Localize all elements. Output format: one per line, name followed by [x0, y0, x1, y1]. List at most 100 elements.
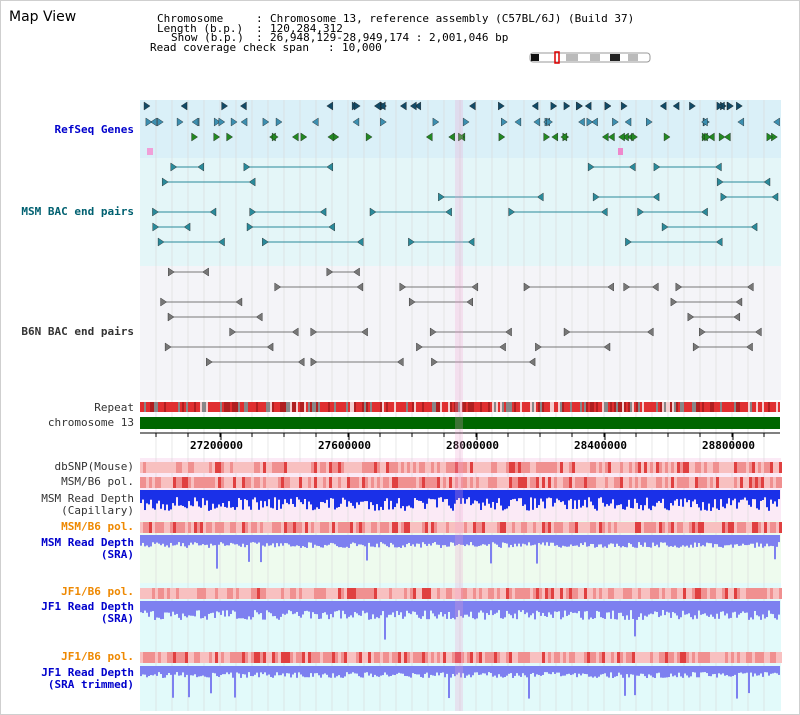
msm-bac-end: [637, 207, 644, 217]
jf1-trimmed-depth-bar: [258, 666, 260, 678]
msm-b6-pol-cell: [689, 477, 692, 488]
msm-capillary-depth-bar: [706, 490, 708, 511]
msm-capillary-depth-bar: [232, 490, 234, 508]
repeat-segment: [708, 402, 710, 412]
jf1-trimmed-depth-bar: [380, 666, 382, 676]
refseq-genes-label[interactable]: RefSeq Genes: [54, 123, 134, 136]
msm-b6-pol-sra-cell: [470, 522, 473, 533]
jf1-trimmed-depth-bar: [262, 666, 264, 675]
repeat-segment: [298, 402, 300, 412]
jf1-b6-pol-cell: [389, 588, 392, 599]
chromosome-13-bar[interactable]: [140, 417, 780, 429]
msm-b6-pol-sra-cell: [737, 522, 740, 533]
msm-b6-pol-cell: [656, 477, 659, 488]
jf1-sra-depth-bar: [506, 601, 508, 611]
msm-sra-depth-bar: [140, 535, 142, 546]
jf1-b6-pol-trimmed-cell: [470, 652, 473, 663]
repeat-segment: [276, 402, 278, 412]
repeat-track[interactable]: [140, 402, 780, 412]
repeat-segment: [542, 402, 544, 412]
jf1-sra-depth-bar: [708, 601, 710, 617]
msm-b6-pol-sra-cell: [188, 522, 191, 533]
jf1-b6-pol-trimmed-cell: [314, 652, 317, 663]
repeat-segment: [282, 402, 284, 412]
repeat-segment: [142, 402, 144, 412]
jf1-sra-depth-bar: [384, 601, 386, 640]
msm-b6-pol-cell: [725, 477, 728, 488]
msm-sra-depth-bar: [708, 535, 710, 544]
jf1-b6-pol-cell: [353, 588, 356, 599]
polymorphism-strips[interactable]: [140, 462, 782, 663]
jf1-trimmed-depth-bar: [616, 666, 618, 677]
jf1-trimmed-depth-bar: [382, 666, 384, 676]
jf1-b6-pol-trimmed-cell: [647, 652, 650, 663]
refseq-gene: [563, 101, 571, 111]
length-key: Length (b.p.): [157, 22, 244, 35]
dbsnp-cell: [440, 462, 443, 473]
msm-b6-pol-sra-cell: [617, 522, 620, 533]
jf1-trimmed-depth-bar: [272, 666, 274, 678]
msm-capillary-depth-bar: [582, 490, 584, 506]
dbsnp-cell: [536, 462, 539, 473]
jf1-sra-depth-bar: [280, 601, 282, 617]
jf1-b6-pol-cell: [545, 588, 548, 599]
repeat-segment: [696, 402, 698, 412]
msm-capillary-depth-bar: [192, 490, 194, 507]
repeat-segment: [254, 402, 256, 412]
msm-b6-pol-sra-cell: [620, 522, 623, 533]
b6n-bac-label[interactable]: B6N BAC end pairs: [21, 325, 134, 338]
repeat-segment: [774, 402, 776, 412]
jf1-b6-pol-trimmed-cell: [281, 652, 284, 663]
jf1-sra-depth-bar: [180, 601, 182, 620]
refseq-gene-marks[interactable]: [143, 101, 780, 155]
b6n-bac-end: [353, 267, 360, 277]
jf1-trimmed-depth-bar: [180, 666, 182, 676]
jf1-b6-pol-cell: [548, 588, 551, 599]
msm-b6-pol-sra-cell: [215, 522, 218, 533]
msm-bac-end-pair-marks[interactable]: [152, 162, 779, 247]
msm-b6-pol-sra-cell: [230, 522, 233, 533]
msm-sra-depth-bar: [596, 535, 598, 547]
msm-capillary-depth-bar: [352, 490, 354, 506]
refseq-gene: [191, 132, 198, 142]
read-depth-tracks[interactable]: [140, 490, 780, 699]
msm-sra-depth-bar: [338, 535, 340, 548]
jf1-b6-pol-cell: [626, 588, 629, 599]
jf1-b6-pol-trimmed-cell: [662, 652, 665, 663]
jf1-b6-pol-trimmed-cell: [752, 652, 755, 663]
jf1-trimmed-depth-bar: [292, 666, 294, 675]
jf1-trimmed-depth-bar: [402, 666, 404, 674]
b6n-bac-end: [206, 357, 213, 367]
jf1-sra-depth-bar: [516, 601, 518, 620]
repeat-segment: [766, 402, 768, 412]
jf1-trimmed-depth-bar: [144, 666, 146, 675]
msm-b6-pol-sra-cell: [209, 522, 212, 533]
msm-capillary-depth-bar: [604, 490, 606, 507]
jf1-sra-depth-bar: [222, 601, 224, 611]
jf1-sra-depth-bar: [160, 601, 162, 620]
msm-bac-label[interactable]: MSM BAC end pairs: [21, 205, 134, 218]
msm-capillary-depth-bar: [688, 490, 690, 500]
msm-b6-pol-cell: [731, 477, 734, 488]
dbsnp-cell: [320, 462, 323, 473]
msm-b6-pol-cell: [584, 477, 587, 488]
b6n-bac-end: [528, 357, 536, 367]
msm-capillary-depth-bar: [380, 490, 382, 507]
msm-capillary-depth-bar: [644, 490, 646, 506]
repeat-segment: [400, 402, 402, 412]
chromosome-ideogram[interactable]: [529, 51, 651, 64]
msm-b6-pol-sra-cell: [257, 522, 260, 533]
jf1-trimmed-depth-bar: [334, 666, 336, 678]
msm-capillary-depth-bar: [680, 490, 682, 500]
jf1-sra-depth-bar: [496, 601, 498, 613]
msm-b6-pol-cell: [644, 477, 647, 488]
b6n-bac-end-pair-marks[interactable]: [160, 267, 762, 367]
jf1-b6-pol-trimmed-cell: [593, 652, 596, 663]
msm-capillary-depth-bar: [406, 490, 408, 507]
refseq-gene: [218, 117, 226, 127]
jf1-trimmed-depth-bar: [690, 666, 692, 677]
dbsnp-cell: [572, 462, 575, 473]
jf1-b6-pol-trimmed-cell: [731, 652, 734, 663]
jf1-b6-pol-trimmed-cell: [395, 652, 398, 663]
